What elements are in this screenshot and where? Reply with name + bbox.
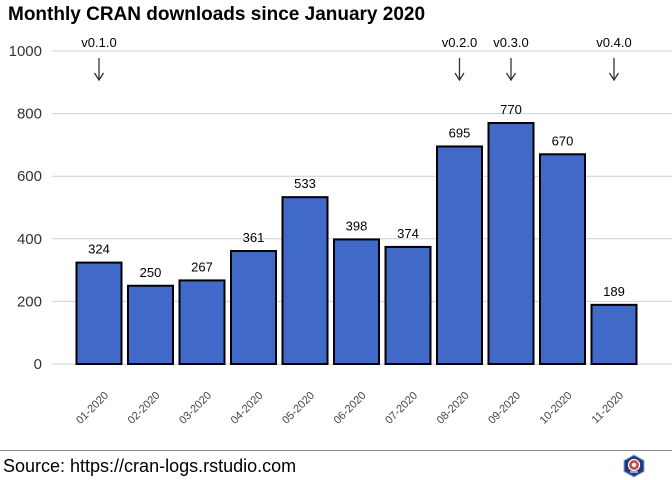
x-tick-label: 10-2020	[538, 390, 575, 427]
y-tick-label: 400	[17, 231, 42, 248]
y-tick-label: 1000	[9, 43, 42, 60]
bar	[230, 250, 277, 365]
x-tick-label: 06-2020	[332, 390, 369, 427]
data-label: 324	[88, 242, 110, 257]
bar	[281, 196, 329, 365]
bar	[178, 279, 226, 365]
data-label: 398	[346, 218, 368, 233]
x-tick-label: 11-2020	[590, 390, 626, 426]
data-label: 267	[191, 259, 213, 274]
data-label: 670	[552, 133, 574, 148]
x-tick-label: 05-2020	[280, 390, 317, 427]
x-tick-label: 01-2020	[74, 390, 111, 427]
x-tick-label: 04-2020	[229, 390, 266, 427]
source-caption: Source: https://cran-logs.rstudio.com	[3, 456, 297, 476]
x-tick-label: 02-2020	[126, 390, 163, 427]
y-tick-label: 0	[34, 356, 42, 373]
data-label: 250	[140, 265, 162, 280]
data-label: 770	[500, 102, 522, 117]
release-label: v0.3.0	[493, 35, 528, 50]
bar	[75, 261, 123, 366]
chart-title: Monthly CRAN downloads since January 202…	[8, 4, 426, 25]
release-annotations: v0.1.0 v0.2.0 v0.3.0 v0.4.0	[81, 35, 632, 82]
release-label: v0.1.0	[81, 35, 116, 50]
data-label: 374	[397, 226, 419, 241]
release-arrow-head	[505, 72, 517, 82]
logo-badge-icon	[623, 454, 645, 478]
data-label: 361	[243, 230, 265, 245]
y-axis-ticks: 0 200 400 600 800 1000	[9, 43, 42, 373]
x-tick-label: 08-2020	[435, 390, 472, 427]
bar	[539, 153, 586, 365]
bar	[590, 303, 638, 365]
bar	[487, 121, 535, 365]
y-tick-label: 800	[17, 106, 42, 123]
release-label: v0.4.0	[596, 35, 631, 50]
bars	[75, 121, 638, 366]
release-arrow-head	[454, 72, 465, 82]
x-tick-label: 03-2020	[177, 390, 214, 427]
bar	[333, 238, 380, 365]
data-label: 695	[449, 125, 471, 140]
value-labels: 324 250 267 361 533 398 374 695 770 670 189	[88, 102, 625, 299]
bar-chart: 0 200 400 600 800 1000 324 250 267 361 533 398 374 6…	[9, 35, 672, 427]
release-arrow-head	[93, 72, 105, 82]
bar	[436, 145, 483, 365]
y-tick-label: 200	[17, 293, 42, 310]
bar	[127, 284, 174, 365]
data-label: 533	[294, 176, 316, 191]
data-label: 189	[603, 284, 625, 299]
bar	[384, 245, 432, 365]
release-label: v0.2.0	[442, 35, 477, 50]
y-tick-label: 600	[17, 168, 42, 185]
x-tick-label: 09-2020	[486, 390, 523, 427]
footer-divider	[0, 450, 672, 451]
x-tick-label: 07-2020	[383, 390, 420, 427]
release-arrow-head	[608, 72, 620, 82]
x-axis-ticks: 01-2020 02-2020 03-2020 04-2020 05-2020 06-20…	[74, 390, 626, 427]
